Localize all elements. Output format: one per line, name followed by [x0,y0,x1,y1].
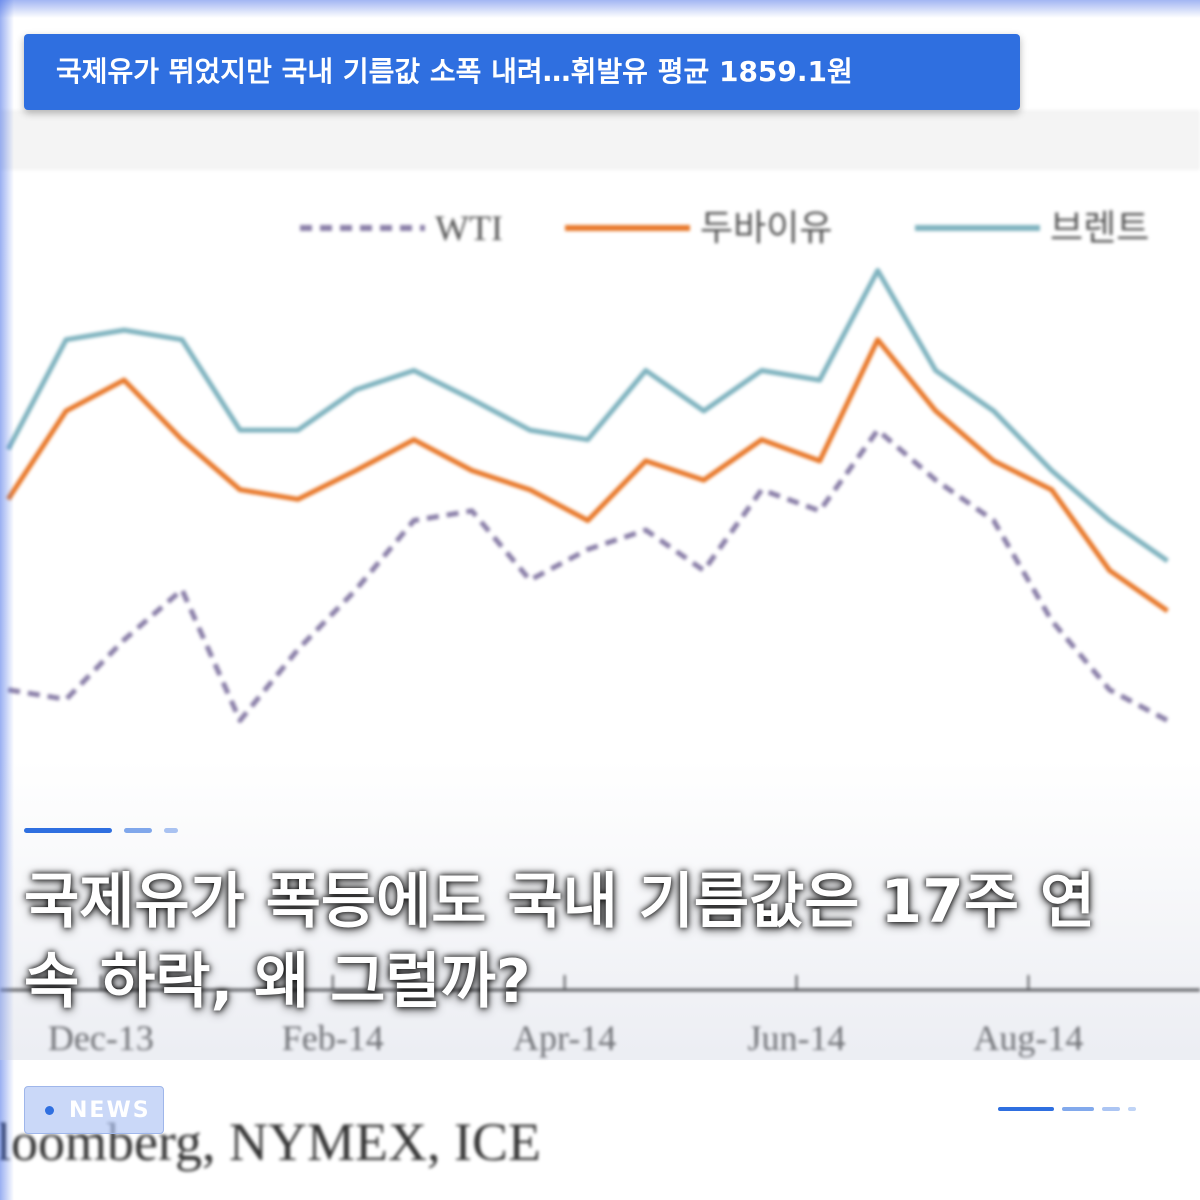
indicator [998,1107,1054,1111]
indicator [1062,1107,1094,1111]
headline: 국제유가 폭등에도 국내 기름값은 17주 연속 하락, 왜 그럴까? [24,867,1096,1017]
indicator [164,828,178,833]
indicator [1128,1107,1136,1111]
banner: 국제유가 뛰었지만 국내 기름값 소폭 내려…휘발유 평균 1859.1원 [24,34,1020,110]
legend-label: 두바이유 [700,208,832,248]
indicator [1102,1107,1120,1111]
legend-label: 브렌트 [1050,208,1149,248]
indicator [124,828,152,833]
shade [0,760,1200,1060]
legend-label: WTI [435,208,503,248]
indicator [24,828,112,833]
badge: NEWS [24,1086,164,1134]
